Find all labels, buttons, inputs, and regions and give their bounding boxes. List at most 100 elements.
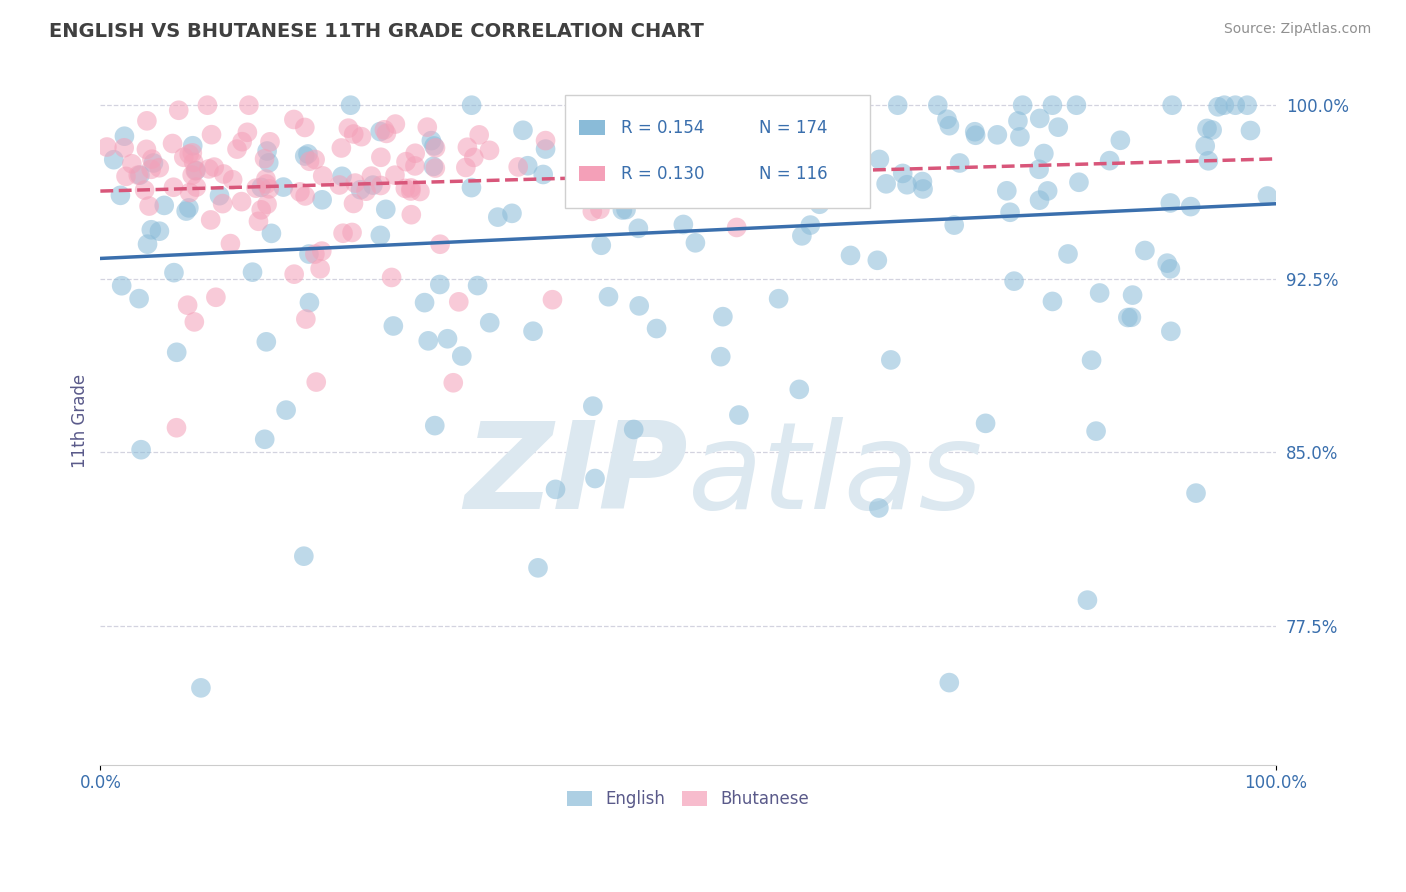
English bbox=[128, 292, 150, 306]
Bhutanese bbox=[721, 175, 744, 189]
English bbox=[339, 98, 361, 112]
Bhutanese bbox=[350, 129, 373, 144]
English bbox=[612, 202, 634, 217]
English bbox=[1213, 98, 1236, 112]
English bbox=[242, 265, 264, 279]
Bhutanese bbox=[534, 134, 557, 148]
English bbox=[770, 170, 793, 185]
English bbox=[672, 218, 695, 232]
Bhutanese bbox=[627, 98, 650, 112]
Bhutanese bbox=[312, 169, 335, 183]
English bbox=[866, 253, 889, 268]
English bbox=[382, 318, 405, 333]
Bhutanese bbox=[148, 161, 170, 175]
Bhutanese bbox=[384, 168, 406, 182]
English bbox=[1180, 200, 1202, 214]
English bbox=[810, 98, 832, 112]
Bhutanese bbox=[344, 176, 367, 190]
English bbox=[1028, 193, 1050, 207]
English bbox=[1029, 112, 1052, 126]
Bhutanese bbox=[247, 214, 270, 228]
English bbox=[129, 168, 152, 182]
Bhutanese bbox=[634, 121, 657, 136]
English bbox=[657, 110, 679, 124]
Bhutanese bbox=[447, 294, 470, 309]
Bhutanese bbox=[725, 220, 748, 235]
English bbox=[1159, 196, 1181, 211]
English bbox=[614, 202, 637, 217]
Text: R = 0.130: R = 0.130 bbox=[621, 165, 704, 183]
English bbox=[912, 182, 935, 196]
Bhutanese bbox=[184, 163, 207, 178]
Text: R = 0.154: R = 0.154 bbox=[621, 119, 704, 136]
Bhutanese bbox=[226, 142, 249, 156]
Bhutanese bbox=[197, 98, 219, 112]
English bbox=[501, 206, 523, 220]
English bbox=[711, 310, 734, 324]
English bbox=[583, 172, 606, 186]
English bbox=[148, 224, 170, 238]
English bbox=[582, 399, 605, 413]
English bbox=[710, 350, 733, 364]
Bhutanese bbox=[661, 109, 683, 123]
Bhutanese bbox=[661, 161, 683, 175]
Bhutanese bbox=[202, 160, 225, 174]
English bbox=[709, 152, 731, 166]
English bbox=[880, 353, 903, 368]
Bhutanese bbox=[468, 128, 491, 142]
Bhutanese bbox=[219, 236, 242, 251]
English bbox=[486, 210, 509, 224]
Bhutanese bbox=[211, 196, 233, 211]
English bbox=[1028, 162, 1050, 177]
English bbox=[1008, 129, 1031, 144]
English bbox=[599, 110, 621, 124]
English bbox=[740, 98, 762, 112]
English bbox=[423, 418, 446, 433]
English bbox=[1206, 100, 1229, 114]
Bhutanese bbox=[173, 150, 195, 164]
Bhutanese bbox=[112, 141, 135, 155]
English bbox=[636, 117, 658, 131]
English bbox=[111, 278, 134, 293]
English bbox=[1088, 285, 1111, 300]
English bbox=[1085, 424, 1108, 438]
Bhutanese bbox=[295, 312, 318, 326]
FancyBboxPatch shape bbox=[579, 120, 605, 136]
English bbox=[349, 183, 371, 197]
English bbox=[741, 131, 763, 145]
Bhutanese bbox=[370, 150, 392, 164]
English bbox=[1121, 310, 1143, 325]
Bhutanese bbox=[304, 247, 326, 261]
English bbox=[1122, 288, 1144, 302]
English bbox=[963, 125, 986, 139]
Bhutanese bbox=[141, 152, 163, 166]
Text: ZIP: ZIP bbox=[464, 417, 688, 534]
Bhutanese bbox=[370, 178, 392, 193]
English bbox=[1098, 153, 1121, 168]
Bhutanese bbox=[463, 150, 485, 164]
Bhutanese bbox=[134, 183, 156, 197]
English bbox=[721, 153, 744, 168]
Bhutanese bbox=[626, 138, 648, 153]
Bhutanese bbox=[250, 202, 273, 217]
English bbox=[361, 178, 384, 193]
English bbox=[683, 186, 706, 200]
Bhutanese bbox=[441, 376, 464, 390]
English bbox=[166, 345, 188, 359]
English bbox=[298, 295, 321, 310]
English bbox=[1236, 98, 1258, 112]
Bhutanese bbox=[200, 213, 222, 227]
Text: atlas: atlas bbox=[688, 417, 984, 534]
English bbox=[1067, 175, 1090, 189]
English bbox=[208, 188, 231, 202]
English bbox=[1042, 294, 1064, 309]
English bbox=[868, 153, 890, 167]
English bbox=[949, 156, 972, 170]
Bhutanese bbox=[304, 153, 326, 167]
English bbox=[787, 383, 810, 397]
Bhutanese bbox=[236, 125, 259, 139]
Bhutanese bbox=[141, 162, 163, 177]
Bhutanese bbox=[373, 123, 395, 137]
English bbox=[1042, 98, 1064, 112]
English bbox=[1195, 121, 1218, 136]
